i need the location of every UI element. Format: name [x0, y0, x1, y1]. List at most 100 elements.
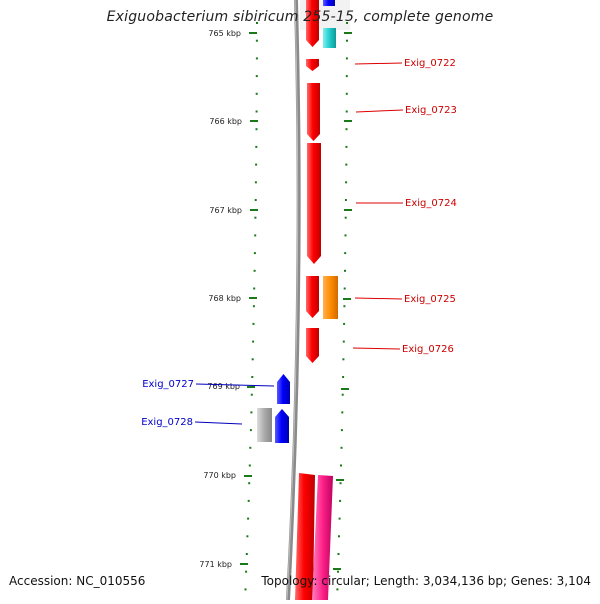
minor-tick [253, 287, 256, 290]
tick-765: 765 kbp [208, 29, 352, 38]
minor-tick-marks-right [336, 22, 348, 591]
minor-tick [248, 464, 251, 467]
minor-tick [338, 535, 340, 538]
minor-tick [247, 517, 250, 520]
minor-tick [341, 393, 344, 396]
minor-tick [255, 145, 258, 148]
gene-Exig_0728[interactable] [275, 409, 289, 443]
minor-tick [345, 145, 348, 148]
minor-tick [251, 376, 254, 378]
minor-tick [345, 128, 348, 131]
minor-tick [345, 75, 348, 78]
minor-tick [250, 411, 253, 414]
minor-tick [346, 22, 348, 24]
feature-blue-top[interactable] [323, 0, 335, 6]
genome-backbone-arc [286, 0, 301, 601]
minor-tick [252, 322, 255, 325]
minor-tick [340, 464, 342, 467]
tick-label: 767 kbp [209, 206, 242, 215]
minor-tick [342, 358, 345, 361]
minor-tick [253, 269, 256, 272]
feature-gray[interactable] [257, 408, 272, 442]
minor-tick [251, 358, 254, 361]
minor-tick [255, 128, 258, 131]
minor-tick [342, 376, 345, 378]
minor-tick [245, 570, 248, 573]
minor-tick [345, 181, 348, 184]
minor-tick [344, 269, 346, 272]
tick-770: 770 kbp [203, 471, 344, 481]
minor-tick [254, 199, 257, 201]
tick-768: 768 kbp [208, 294, 351, 303]
minor-tick [337, 553, 340, 555]
accession-label: Accession: NC_010556 [9, 574, 146, 588]
genome-backbone-highlight [286, 0, 299, 601]
minor-tick [341, 411, 344, 414]
minor-tick [343, 322, 346, 325]
genome-title: Exiguobacterium sibiricum 255-15, comple… [106, 9, 494, 25]
minor-tick-marks-left [244, 22, 258, 591]
minor-tick [254, 181, 257, 184]
gene-label-Exig_0722[interactable]: Exig_0722 [404, 58, 456, 69]
minor-tick [337, 570, 339, 573]
minor-tick [244, 588, 247, 591]
tick-766: 766 kbp [209, 117, 352, 126]
minor-tick [345, 92, 348, 95]
minor-tick [252, 305, 255, 308]
minor-tick [344, 216, 347, 219]
minor-tick [336, 588, 339, 591]
minor-tick [345, 110, 348, 113]
gene-label-Exig_0727[interactable]: Exig_0727 [142, 379, 194, 390]
gene-Exig_0722[interactable] [306, 59, 319, 71]
minor-tick [340, 429, 343, 432]
minor-tick [339, 499, 342, 502]
gene-Exig_0726[interactable] [306, 328, 319, 363]
minor-tick [344, 252, 347, 255]
gene-Exig_0727[interactable] [277, 374, 290, 404]
tick-label: 766 kbp [209, 117, 242, 126]
tick-769: 769 kbp [207, 382, 349, 391]
minor-tick [340, 446, 343, 449]
minor-tick [345, 57, 348, 60]
feature-cyan[interactable] [323, 28, 336, 48]
minor-tick [256, 22, 258, 24]
gene-Exig_0725[interactable] [306, 276, 319, 318]
minor-tick [245, 553, 248, 555]
gene-label-Exig_0728[interactable]: Exig_0728 [141, 417, 193, 428]
minor-tick [247, 499, 250, 502]
minor-tick [345, 163, 348, 166]
gene-label-Exig_0726[interactable]: Exig_0726 [402, 344, 454, 355]
callouts-right: Exig_0722 Exig_0723 Exig_0724 Exig_0725 … [352, 58, 457, 355]
minor-tick [338, 517, 341, 520]
feature-pink[interactable] [312, 475, 333, 600]
minor-tick [248, 482, 251, 485]
minor-tick [255, 163, 258, 166]
tick-771: 771 kbp [199, 560, 341, 570]
minor-tick [346, 39, 348, 42]
gene-Exig_0721[interactable] [306, 0, 319, 47]
gene-label-Exig_0723[interactable]: Exig_0723 [405, 105, 457, 116]
feature-orange[interactable] [323, 276, 338, 319]
gene-red-bottom[interactable] [295, 473, 315, 600]
tick-label: 770 kbp [203, 471, 236, 480]
minor-tick [255, 75, 258, 78]
gene-Exig_0724[interactable] [307, 143, 321, 264]
gene-label-Exig_0725[interactable]: Exig_0725 [404, 294, 456, 305]
minor-tick [344, 199, 347, 201]
minor-tick [343, 287, 346, 290]
track-band-left [244, 0, 262, 600]
minor-tick [249, 429, 252, 432]
minor-tick [255, 110, 258, 113]
minor-tick [339, 482, 342, 485]
minor-tick [253, 252, 256, 255]
gene-label-Exig_0724[interactable]: Exig_0724 [405, 198, 457, 209]
minor-tick [342, 340, 345, 343]
minor-tick [254, 216, 257, 219]
genome-info-label: Topology: circular; Length: 3,034,136 bp… [261, 574, 591, 588]
major-ticks: 765 kbp 766 kbp 767 kbp 768 kbp 769 kbp [199, 29, 352, 570]
gene-Exig_0723[interactable] [307, 83, 320, 141]
tick-label: 768 kbp [208, 294, 241, 303]
minor-tick [255, 39, 258, 42]
